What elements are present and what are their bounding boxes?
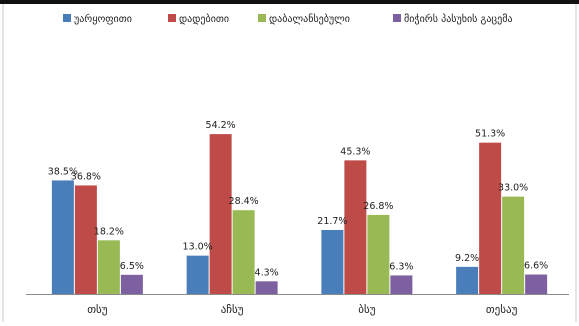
bar-3-1 [479, 142, 502, 294]
bar-2-3 [390, 275, 413, 294]
data-label-1-0: 13.0% [183, 242, 213, 253]
bar-0-0 [51, 180, 74, 294]
bar-0-1 [74, 185, 97, 294]
x-tick-label-3: თესაუ [486, 303, 518, 316]
bar-2-1 [344, 160, 367, 294]
legend-label-3: მიჭირს პასუხის გაცემა [404, 13, 513, 25]
data-label-0-2: 18.2% [94, 226, 124, 237]
data-label-3-2: 33.0% [498, 183, 528, 194]
legend-label-0: უარყოფითი [74, 13, 132, 25]
data-label-0-1: 36.8% [71, 171, 101, 182]
bar-2-0 [321, 229, 344, 294]
data-label-2-1: 45.3% [340, 146, 370, 157]
bar-3-2 [502, 196, 525, 294]
data-label-3-0: 9.2% [455, 253, 479, 264]
bar-0-3 [120, 274, 143, 294]
data-label-2-3: 6.3% [389, 261, 413, 272]
data-label-2-0: 21.7% [317, 216, 347, 227]
data-label-3-3: 6.6% [524, 261, 548, 272]
legend: უარყოფითი დადებითი დაბალანსებული მიჭირს პას… [63, 13, 513, 25]
data-label-1-3: 4.3% [255, 267, 279, 278]
bar-1-2 [232, 210, 255, 294]
x-tick-label-2: ბსუ [358, 303, 375, 316]
data-label-0-0: 38.5% [48, 166, 78, 177]
bar-3-0 [456, 266, 479, 294]
data-label-0-3: 6.5% [120, 261, 144, 272]
legend-swatch-1 [168, 14, 176, 22]
bar-2-2 [367, 214, 390, 294]
bar-1-1 [209, 134, 232, 294]
legend-label-2: დაბალანსებული [269, 13, 350, 25]
x-tick-label-1: აჩსუ [221, 303, 244, 316]
bar-1-0 [186, 255, 209, 294]
legend-swatch-0 [63, 14, 71, 22]
bar-3-3 [525, 274, 548, 294]
cropped-caption-strip [0, 0, 579, 4]
data-label-1-2: 28.4% [229, 196, 259, 207]
bars [51, 134, 548, 294]
data-label-3-1: 51.3% [475, 129, 505, 140]
legend-swatch-3 [393, 14, 401, 22]
data-label-1-1: 54.2% [206, 120, 236, 131]
x-tick-label-0: თსუ [87, 303, 108, 316]
x-tick-labels: თსუ აჩსუ ბსუ თესაუ [87, 303, 517, 316]
value-labels: 38.5%36.8% 18.2% 6.5% 13.0% 54.2% 28.4% 4.3% 21… [48, 120, 548, 278]
bar-1-3 [255, 281, 278, 294]
legend-label-1: დადებითი [179, 13, 229, 25]
legend-swatch-2 [258, 14, 266, 22]
data-label-2-2: 26.8% [363, 201, 393, 212]
bar-0-2 [97, 240, 120, 294]
